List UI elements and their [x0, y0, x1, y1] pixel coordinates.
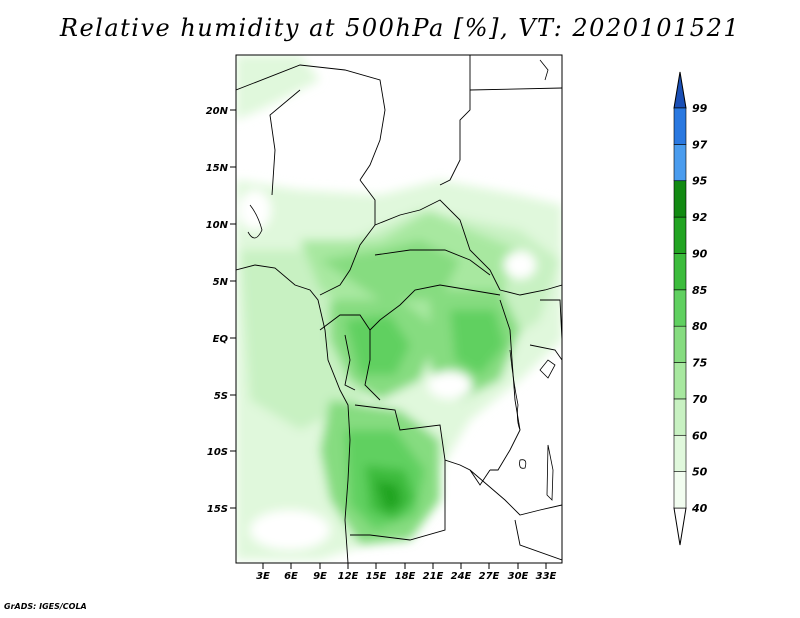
lon-label: 18E [395, 571, 416, 582]
lat-label: 10S [207, 447, 228, 458]
lon-tick: 3E [256, 563, 270, 582]
lat-label: EQ [213, 334, 229, 345]
lat-label: 5S [214, 391, 228, 402]
colorbar-label: 80 [692, 320, 708, 333]
colorbar-segment [673, 144, 687, 182]
lat-tick: 20N [206, 106, 236, 117]
lat-label: 15S [207, 504, 228, 515]
lon-tick: 27E [479, 563, 500, 582]
colorbar-label: 92 [692, 211, 708, 224]
lat-tick: 5S [214, 391, 236, 402]
colorbar-segment [673, 362, 687, 400]
colorbar-label: 97 [692, 138, 708, 151]
colorbar-label: 60 [692, 429, 708, 442]
lon-label: 21E [423, 571, 444, 582]
colorbar-high-triangle [673, 71, 687, 109]
colorbar-label: 99 [692, 102, 708, 115]
colorbar-label: 90 [692, 247, 708, 260]
lon-tick: 33E [536, 563, 557, 582]
lon-label: 33E [536, 571, 557, 582]
colorbar-label: 40 [691, 502, 708, 515]
lon-tick: 18E [395, 563, 416, 582]
lat-tick: 15S [207, 504, 236, 515]
colorbar-label: 70 [692, 393, 708, 406]
lon-label: 30E [508, 571, 529, 582]
lat-tick: 10S [207, 447, 236, 458]
colorbar-label: 75 [692, 357, 708, 370]
lon-label: 27E [479, 571, 500, 582]
colorbar-segment [673, 471, 687, 509]
colorbar-segment [673, 107, 687, 145]
humidity-field [236, 55, 562, 563]
lon-label: 12E [338, 571, 359, 582]
country-borders [236, 55, 562, 563]
lon-tick: 9E [313, 563, 327, 582]
lat-tick: 5N [213, 277, 236, 288]
map-title: Relative humidity at 500hPa [%], VT: 202… [59, 14, 741, 42]
colorbar-low-triangle [673, 507, 687, 546]
lon-label: 6E [284, 571, 298, 582]
lon-label: 9E [313, 571, 327, 582]
lat-tick: 15N [206, 163, 236, 174]
colorbar-label: 50 [692, 466, 708, 479]
lon-axis: 3E 6E 9E 12E 15E 18E 21E 24E 27E 30E 33E [256, 563, 557, 582]
lat-tick: 10N [206, 220, 236, 231]
colorbar-segment [673, 434, 687, 472]
colorbar-segment [673, 216, 687, 254]
colorbar: 40 50 60 70 75 80 85 90 92 95 97 99 [673, 71, 708, 546]
lon-label: 15E [366, 571, 387, 582]
colorbar-segment [673, 398, 687, 436]
map-frame [235, 54, 563, 564]
lat-axis: 20N 15N 10N 5N EQ 5S 10S 15S [206, 106, 236, 515]
colorbar-segment [673, 253, 687, 291]
lon-tick: 30E [508, 563, 529, 582]
lon-tick: 12E [338, 563, 359, 582]
lat-tick: EQ [213, 334, 236, 345]
lat-label: 20N [206, 106, 229, 117]
lon-tick: 6E [284, 563, 298, 582]
lat-label: 5N [213, 277, 229, 288]
grads-credit: GrADS: IGES/COLA [4, 602, 87, 611]
colorbar-segment [673, 289, 687, 327]
lon-tick: 24E [451, 563, 472, 582]
lon-tick: 15E [366, 563, 387, 582]
lon-tick: 21E [423, 563, 444, 582]
lat-label: 10N [206, 220, 229, 231]
colorbar-segment [673, 180, 687, 218]
lon-label: 24E [451, 571, 472, 582]
colorbar-label: 95 [692, 175, 708, 188]
lat-label: 15N [206, 163, 229, 174]
colorbar-label: 85 [692, 284, 708, 297]
lon-label: 3E [256, 571, 270, 582]
colorbar-segment [673, 325, 687, 363]
